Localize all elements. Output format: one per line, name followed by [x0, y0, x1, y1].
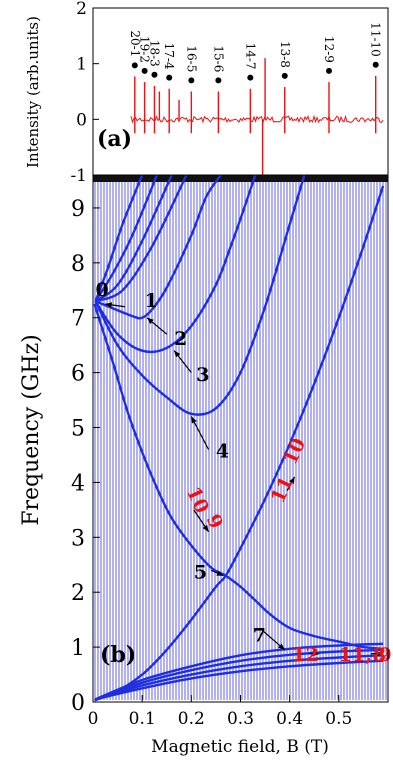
panel-b-level-curves	[93, 174, 385, 702]
level-curve-2	[95, 174, 222, 320]
level-curve-5	[94, 174, 144, 302]
peak-marker-18-3	[151, 71, 158, 78]
level-annotation: 10	[182, 483, 213, 516]
y-tick-label: -1	[70, 166, 87, 186]
x-tick-label: 0.1	[129, 709, 156, 729]
arrow-head	[278, 643, 285, 650]
panel-b-y-axis-label: Frequency (GHz)	[19, 334, 44, 526]
level-curve-3	[94, 174, 257, 354]
panel-a-y-ticks: 2 1 0 -1	[70, 0, 99, 186]
level-curve-8	[95, 174, 188, 303]
y-tick-label: 1	[71, 636, 85, 661]
arrow-head	[174, 350, 181, 358]
panel-a-peaks: 20-119-218-3 17-4 16-5 15-6 14-7 13-8 12-9 11-1…	[128, 22, 383, 84]
peak-label: 15-6	[211, 45, 225, 72]
y-tick-label: 1	[76, 55, 87, 75]
level-annotation: 1	[145, 290, 158, 312]
y-tick-label: 0	[76, 110, 87, 130]
peak-marker-17-4	[166, 74, 173, 81]
peak-label: 11-10	[369, 22, 383, 57]
level-annotation: 3	[196, 364, 209, 386]
level-curve-1	[94, 185, 385, 702]
arrow-head	[191, 416, 197, 424]
peak-marker-13-8	[281, 72, 288, 79]
level-curve-4	[94, 174, 306, 416]
arrow-head	[202, 524, 209, 532]
peak-marker-14-7	[247, 74, 254, 81]
level-curve-9	[95, 642, 384, 701]
peak-marker-12-9	[326, 67, 332, 74]
panel-b-x-axis-label: Magnetic field, B (T)	[151, 737, 329, 757]
arrow-head	[105, 302, 113, 308]
peak-marker-16-5	[188, 77, 195, 84]
level-curve-6	[94, 174, 159, 302]
top-band	[93, 175, 388, 182]
arrow-head	[216, 570, 224, 576]
peak-marker-15-6	[215, 77, 222, 84]
peak-marker-11-10	[372, 61, 379, 68]
peak-label: 14-7	[243, 43, 257, 70]
level-curve-12	[95, 659, 384, 701]
y-tick-label: 0	[71, 691, 85, 716]
level-annotation: 11, 9	[339, 644, 392, 666]
arrow-head	[289, 476, 295, 484]
y-tick-label: 3	[71, 526, 85, 551]
panel-a-label: (a)	[97, 126, 132, 152]
level-annotation: 7	[253, 625, 266, 647]
level-curve-7	[94, 174, 173, 303]
peak-marker-19-2	[141, 67, 148, 74]
peak-label: 19-2	[138, 36, 152, 63]
arrow-head	[376, 650, 384, 657]
level-annotation: 2	[174, 328, 187, 350]
peak-label: 20-1	[128, 30, 142, 57]
level-curve-11	[95, 654, 384, 701]
y-tick-label: 8	[71, 252, 85, 277]
level-curve-10	[95, 648, 384, 701]
peak-label: 13-8	[278, 41, 292, 68]
panel-b-y-ticks: 0 1 2 3 4 5 6 7 8 9	[71, 197, 100, 716]
arrow-head	[312, 650, 320, 657]
level-annotation: 0	[95, 279, 108, 301]
x-tick-label: 0.2	[178, 709, 205, 729]
peak-label: 17-4	[162, 43, 176, 70]
panel-a-y-axis-label: Intensity (arb.units)	[24, 16, 42, 168]
baseline-noise	[130, 114, 384, 125]
arrow-head	[147, 317, 154, 324]
level-annotation: 5	[194, 561, 207, 583]
panel-a-spectrum-line	[130, 58, 384, 175]
x-tick-label: 0.4	[276, 709, 303, 729]
peak-label: 12-9	[322, 36, 336, 63]
x-tick-label: 0	[88, 709, 99, 729]
peak-marker-20-1	[131, 62, 138, 69]
level-annotation: 4	[216, 441, 229, 463]
y-tick-label: 2	[71, 581, 85, 606]
level-annotation: 8	[373, 644, 386, 666]
level-annotation: 12	[292, 644, 318, 666]
y-tick-label: 5	[71, 417, 85, 442]
peak-label: 18-3	[147, 40, 161, 67]
panel-b-arrows	[105, 302, 384, 657]
panel-b-x-ticks: 0 0.1 0.2 0.3 0.4 0.5	[88, 695, 352, 729]
panel-a: 20-119-218-3 17-4 16-5 15-6 14-7 13-8 12-9 11-1…	[24, 0, 389, 186]
y-tick-label: 9	[71, 197, 85, 222]
vertical-hatching	[94, 177, 387, 700]
x-tick-label: 0.5	[325, 709, 352, 729]
x-tick-label: 0.3	[227, 709, 254, 729]
panel-b-background-lines	[93, 175, 388, 700]
y-tick-label: 4	[71, 471, 85, 496]
panel-b-label: (b)	[100, 642, 136, 668]
y-tick-label: 7	[71, 307, 85, 332]
y-tick-label: 6	[71, 362, 85, 387]
y-tick-label: 2	[76, 0, 87, 19]
peak-label: 16-5	[184, 45, 198, 72]
